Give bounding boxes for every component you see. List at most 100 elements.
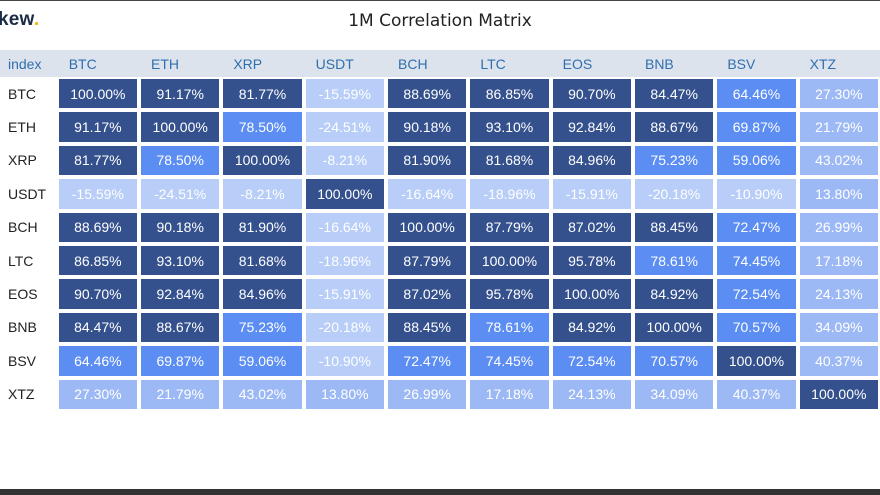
heatmap-cell-xtz-xrp: 43.02%: [221, 377, 304, 411]
heatmap-cell-eos-btc: 90.70%: [56, 277, 140, 311]
heatmap-cell-ltc-xtz: 17.18%: [797, 243, 880, 278]
heatmap-cell-btc-xtz: 27.30%: [797, 77, 880, 111]
heatmap-cell-xtz-bch: 26.99%: [386, 377, 469, 411]
heatmap-cell-ltc-bch: 87.79%: [386, 243, 469, 278]
heatmap-cell-xtz-eth: 21.79%: [139, 377, 222, 411]
heatmap-cell-eos-xrp: 84.96%: [221, 277, 304, 311]
heatmap-cell-xtz-xtz: 100.00%: [797, 377, 880, 411]
heatmap-cell-bsv-btc: 64.46%: [56, 344, 140, 378]
heatmap-cell-xtz-eos: 24.13%: [550, 377, 633, 411]
heatmap-cell-btc-eos: 90.70%: [550, 77, 633, 111]
heatmap-cell-usdt-btc: -15.59%: [56, 177, 140, 211]
heatmap-cell-eth-btc: 91.17%: [56, 110, 140, 144]
frame-top-border: [0, 0, 880, 1]
heatmap-cell-usdt-xrp: -8.21%: [221, 177, 304, 211]
heatmap-cell-ltc-bnb: 78.61%: [632, 243, 716, 278]
column-header-bsv[interactable]: BSV: [715, 50, 798, 77]
heatmap-cell-eos-usdt: -15.91%: [303, 277, 386, 311]
row-label-usdt: USDT: [0, 177, 57, 211]
heatmap-cell-usdt-usdt: 100.00%: [303, 177, 386, 211]
heatmap-cell-xtz-bsv: 40.37%: [715, 377, 798, 411]
table-row: XTZ 27.30% 21.79% 43.02% 13.80% 26.99% 17.18% 2…: [0, 377, 880, 411]
heatmap-cell-eos-eos: 100.00%: [550, 277, 633, 311]
row-label-xtz: XTZ: [0, 377, 57, 411]
column-header-bch[interactable]: BCH: [386, 50, 469, 77]
heatmap-cell-btc-xrp: 81.77%: [221, 77, 304, 111]
heatmap-cell-bsv-usdt: -10.90%: [303, 344, 386, 378]
heatmap-cell-bnb-xtz: 34.09%: [797, 310, 880, 345]
heatmap-cell-ltc-eos: 95.78%: [550, 243, 633, 278]
heatmap-cell-eth-usdt: -24.51%: [303, 110, 386, 144]
heatmap-cell-xrp-bsv: 59.06%: [715, 143, 798, 178]
heatmap-cell-xrp-eth: 78.50%: [139, 143, 222, 178]
heatmap-cell-eos-bsv: 72.54%: [715, 277, 798, 311]
table-row: XRP 81.77% 78.50% 100.00% -8.21% 81.90% 81.68%…: [0, 143, 880, 178]
column-header-ltc[interactable]: LTC: [468, 50, 551, 77]
heatmap-cell-bsv-ltc: 74.45%: [468, 344, 551, 378]
heatmap-cell-btc-eth: 91.17%: [139, 77, 222, 111]
heatmap-cell-eth-ltc: 93.10%: [468, 110, 551, 144]
table-row: BNB 84.47% 88.67% 75.23% -20.18% 88.45% 78.61%…: [0, 310, 880, 345]
heatmap-cell-bnb-btc: 84.47%: [56, 310, 140, 345]
logo-text: kew: [0, 9, 34, 30]
heatmap-cell-ltc-eth: 93.10%: [139, 243, 222, 278]
heatmap-cell-xrp-xrp: 100.00%: [221, 143, 304, 178]
column-header-eos[interactable]: EOS: [550, 50, 633, 77]
heatmap-cell-bsv-eos: 72.54%: [550, 344, 633, 378]
row-label-eth: ETH: [0, 110, 57, 144]
column-header-xrp[interactable]: XRP: [221, 50, 304, 77]
heatmap-cell-bnb-ltc: 78.61%: [468, 310, 551, 345]
column-header-usdt[interactable]: USDT: [303, 50, 386, 77]
heatmap-cell-usdt-eth: -24.51%: [139, 177, 222, 211]
heatmap-cell-ltc-bsv: 74.45%: [715, 243, 798, 278]
heatmap-cell-xrp-bnb: 75.23%: [632, 143, 716, 178]
heatmap-cell-btc-bch: 88.69%: [386, 77, 469, 111]
heatmap-cell-xrp-bch: 81.90%: [386, 143, 469, 178]
heatmap-cell-bsv-xrp: 59.06%: [221, 344, 304, 378]
column-header-bnb[interactable]: BNB: [632, 50, 716, 77]
table-row: USDT -15.59% -24.51% -8.21% 100.00% -16.64% -1…: [0, 177, 880, 211]
heatmap-cell-usdt-xtz: 13.80%: [797, 177, 880, 211]
heatmap-cell-bnb-bch: 88.45%: [386, 310, 469, 345]
heatmap-cell-eos-xtz: 24.13%: [797, 277, 880, 311]
heatmap-cell-bsv-bch: 72.47%: [386, 344, 469, 378]
column-header-btc[interactable]: BTC: [56, 50, 140, 77]
heatmap-cell-bsv-xtz: 40.37%: [797, 344, 880, 378]
heatmap-cell-btc-bsv: 64.46%: [715, 77, 798, 111]
heatmap-cell-bch-bch: 100.00%: [386, 210, 469, 244]
table-row: LTC 86.85% 93.10% 81.68% -18.96% 87.79% 100.00…: [0, 243, 880, 278]
heatmap-cell-xtz-ltc: 17.18%: [468, 377, 551, 411]
heatmap-cell-eth-bch: 90.18%: [386, 110, 469, 144]
column-header-xtz[interactable]: XTZ: [797, 50, 880, 77]
heatmap-cell-ltc-usdt: -18.96%: [303, 243, 386, 278]
row-label-xrp: XRP: [0, 143, 57, 178]
heatmap-cell-btc-bnb: 84.47%: [632, 77, 716, 111]
heatmap-cell-ltc-xrp: 81.68%: [221, 243, 304, 278]
heatmap-cell-xrp-usdt: -8.21%: [303, 143, 386, 178]
heatmap-cell-bnb-bnb: 100.00%: [632, 310, 716, 345]
heatmap-cell-usdt-ltc: -18.96%: [468, 177, 551, 211]
heatmap-cell-eth-eos: 92.84%: [550, 110, 633, 144]
matrix-header: index BTC ETH XRP USDT BCH LTC EOS BNB BSV XTZ: [0, 50, 880, 77]
table-row: BTC 100.00% 91.17% 81.77% -15.59% 88.69% 86.85…: [0, 77, 880, 111]
heatmap-cell-bsv-bsv: 100.00%: [715, 344, 798, 378]
heatmap-cell-usdt-eos: -15.91%: [550, 177, 633, 211]
heatmap-cell-eth-bsv: 69.87%: [715, 110, 798, 144]
table-row: BCH 88.69% 90.18% 81.90% -16.64% 100.00% 87.79…: [0, 210, 880, 244]
row-label-btc: BTC: [0, 77, 57, 111]
row-label-bch: BCH: [0, 210, 57, 244]
heatmap-cell-eth-xtz: 21.79%: [797, 110, 880, 144]
heatmap-cell-eth-bnb: 88.67%: [632, 110, 716, 144]
header-row: index BTC ETH XRP USDT BCH LTC EOS BNB BSV XTZ: [0, 50, 880, 77]
heatmap-cell-eth-eth: 100.00%: [139, 110, 222, 144]
chart-title: 1M Correlation Matrix: [348, 11, 532, 31]
heatmap-cell-xtz-usdt: 13.80%: [303, 377, 386, 411]
heatmap-cell-eos-eth: 92.84%: [139, 277, 222, 311]
column-header-eth[interactable]: ETH: [139, 50, 222, 77]
heatmap-cell-bch-bnb: 88.45%: [632, 210, 716, 244]
heatmap-cell-btc-usdt: -15.59%: [303, 77, 386, 111]
frame-bottom-border: [0, 489, 880, 495]
heatmap-cell-xrp-ltc: 81.68%: [468, 143, 551, 178]
table-row: EOS 90.70% 92.84% 84.96% -15.91% 87.02% 95.78%…: [0, 277, 880, 311]
index-header[interactable]: index: [0, 50, 57, 77]
